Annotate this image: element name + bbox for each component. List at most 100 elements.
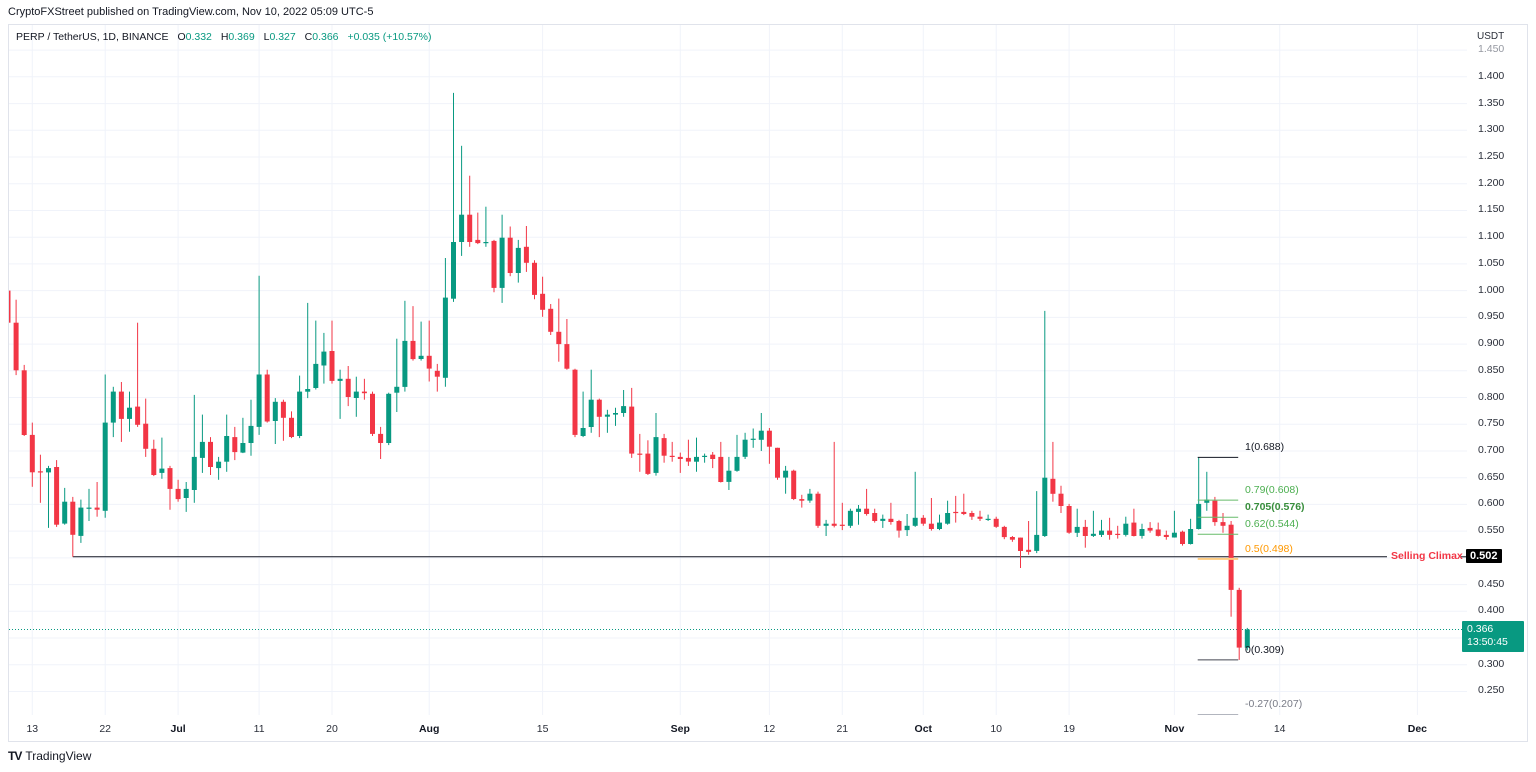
- candle: [1236, 587, 1242, 660]
- candle: [1244, 627, 1250, 651]
- candle: [1171, 510, 1177, 538]
- candle: [1188, 518, 1194, 545]
- currency-label: USDT: [1477, 31, 1505, 42]
- candle: [920, 515, 926, 526]
- candle: [78, 499, 84, 543]
- bar-countdown: 13:50:45: [1467, 636, 1508, 648]
- candle: [410, 306, 416, 361]
- fib-level-label: 0.5(0.498): [1245, 542, 1293, 555]
- candle: [580, 391, 586, 438]
- chart-frame: [8, 24, 1528, 742]
- candle: [1026, 521, 1032, 555]
- candle: [386, 392, 392, 446]
- candle: [815, 491, 821, 528]
- open-value: 0.332: [185, 31, 212, 43]
- candle: [856, 505, 861, 525]
- time-tick-label: 14: [1273, 723, 1286, 735]
- candle: [977, 510, 983, 521]
- tradingview-footer[interactable]: TV TradingView: [8, 749, 91, 763]
- price-tick-label: 0.300: [1478, 657, 1505, 670]
- candle: [864, 488, 870, 516]
- time-tick-label: Nov: [1164, 723, 1185, 735]
- candle: [37, 454, 43, 503]
- candle: [1050, 441, 1056, 502]
- chart-overlays: [9, 556, 1462, 630]
- candle: [13, 299, 19, 376]
- candle: [791, 469, 797, 501]
- price-tick-label: 1.050: [1478, 256, 1505, 269]
- time-tick-label: 15: [536, 723, 549, 735]
- price-tick-label: 1.150: [1478, 203, 1505, 216]
- close-value: 0.366: [312, 31, 339, 43]
- candle: [596, 398, 602, 438]
- candle: [896, 519, 902, 538]
- fib-level-label: 0.62(0.544): [1245, 518, 1299, 531]
- fib-level-label: -0.27(0.207): [1245, 698, 1303, 711]
- candle: [451, 92, 456, 302]
- candle: [937, 514, 942, 531]
- candle: [1034, 491, 1040, 554]
- candle: [240, 417, 246, 454]
- price-tick-label: 1.300: [1478, 123, 1505, 136]
- candle: [289, 411, 294, 439]
- candle: [799, 494, 805, 508]
- last-price-value: 0.366: [1467, 623, 1494, 635]
- candle: [532, 260, 537, 300]
- price-tick-label: 0.600: [1478, 497, 1505, 510]
- candle: [847, 508, 853, 528]
- candle: [928, 498, 934, 531]
- fib-level-label: 0.705(0.576): [1245, 501, 1305, 514]
- candle: [426, 320, 432, 382]
- candle: [880, 514, 886, 528]
- candle: [337, 369, 343, 419]
- symbol-legend[interactable]: PERP / TetherUS, 1D, BINANCE O0.332 H0.3…: [16, 31, 432, 43]
- candle: [1115, 525, 1121, 539]
- time-tick-label: 10: [990, 723, 1003, 735]
- selling-climax-label: Selling Climax: [1391, 549, 1463, 562]
- candle: [945, 500, 951, 525]
- candle: [118, 382, 124, 442]
- price-tick-label: 1.400: [1478, 69, 1505, 82]
- price-tick-label: 0.800: [1478, 390, 1505, 403]
- low-label: L: [263, 31, 270, 43]
- candle: [1042, 310, 1048, 537]
- price-tick-label: 0.450: [1478, 577, 1505, 590]
- candle: [1009, 536, 1015, 542]
- high-value: 0.369: [228, 31, 255, 43]
- price-tick-label: 1.250: [1478, 150, 1505, 162]
- price-tick-label: 0.650: [1478, 470, 1505, 483]
- candle: [110, 386, 116, 438]
- price-tick-label: 1.200: [1478, 176, 1505, 189]
- candle: [872, 508, 878, 523]
- candle: [604, 409, 610, 433]
- candle: [216, 456, 222, 480]
- time-tick-label: 13: [26, 723, 39, 735]
- candle: [758, 413, 764, 451]
- candle: [621, 390, 627, 417]
- symbol-name: PERP / TetherUS, 1D, BINANCE: [16, 31, 169, 43]
- candle: [46, 465, 51, 528]
- candle: [248, 399, 254, 456]
- candle: [588, 369, 594, 433]
- candle: [775, 447, 780, 480]
- candle: [208, 437, 213, 475]
- price-tick-label: 0.750: [1478, 417, 1505, 430]
- candle: [710, 452, 716, 469]
- candle: [1204, 471, 1210, 511]
- candle: [442, 258, 448, 387]
- candle: [491, 239, 497, 293]
- candle: [953, 495, 959, 523]
- candle: [86, 488, 92, 521]
- close-label: C: [304, 31, 313, 43]
- candle: [1196, 457, 1202, 530]
- candle: [256, 275, 262, 435]
- change-value: +0.035 (+10.57%): [347, 31, 432, 43]
- candle: [742, 432, 748, 459]
- price-tick-label: 1.000: [1478, 283, 1505, 296]
- candle: [199, 414, 205, 473]
- fibonacci-retracement[interactable]: [1197, 456, 1239, 715]
- candle: [54, 460, 60, 527]
- candle: [402, 300, 408, 392]
- candle: [718, 441, 724, 483]
